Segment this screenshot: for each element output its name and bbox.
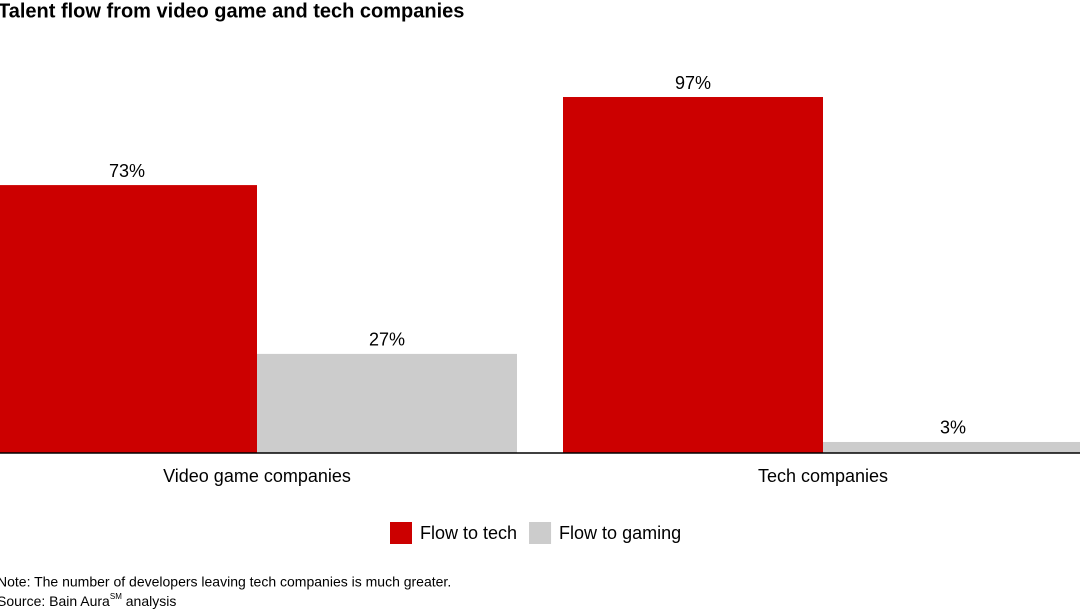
x-tick-label: Video game companies	[163, 466, 351, 486]
bar	[257, 353, 517, 453]
bar	[563, 97, 823, 453]
bar	[823, 441, 1080, 453]
x-tick-label: Tech companies	[758, 466, 888, 486]
value-label: 27%	[369, 330, 405, 350]
bar	[0, 185, 257, 453]
source-superscript: SM	[110, 592, 122, 601]
value-label: 3%	[940, 418, 966, 438]
legend-label: Flow to tech	[420, 523, 517, 543]
legend-swatch	[529, 522, 552, 544]
note: Note: The number of developers leaving t…	[0, 574, 451, 590]
source: Source: Bain AuraSM analysis	[0, 592, 176, 609]
legend-label: Flow to gaming	[559, 523, 681, 543]
legend-swatch	[390, 522, 412, 544]
value-label: 73%	[109, 161, 145, 181]
chart-title: Talent flow from video game and tech com…	[0, 0, 464, 22]
value-label: 97%	[675, 73, 711, 93]
source-text: analysis	[122, 593, 176, 609]
source-text: Source: Bain Aura	[0, 593, 110, 609]
